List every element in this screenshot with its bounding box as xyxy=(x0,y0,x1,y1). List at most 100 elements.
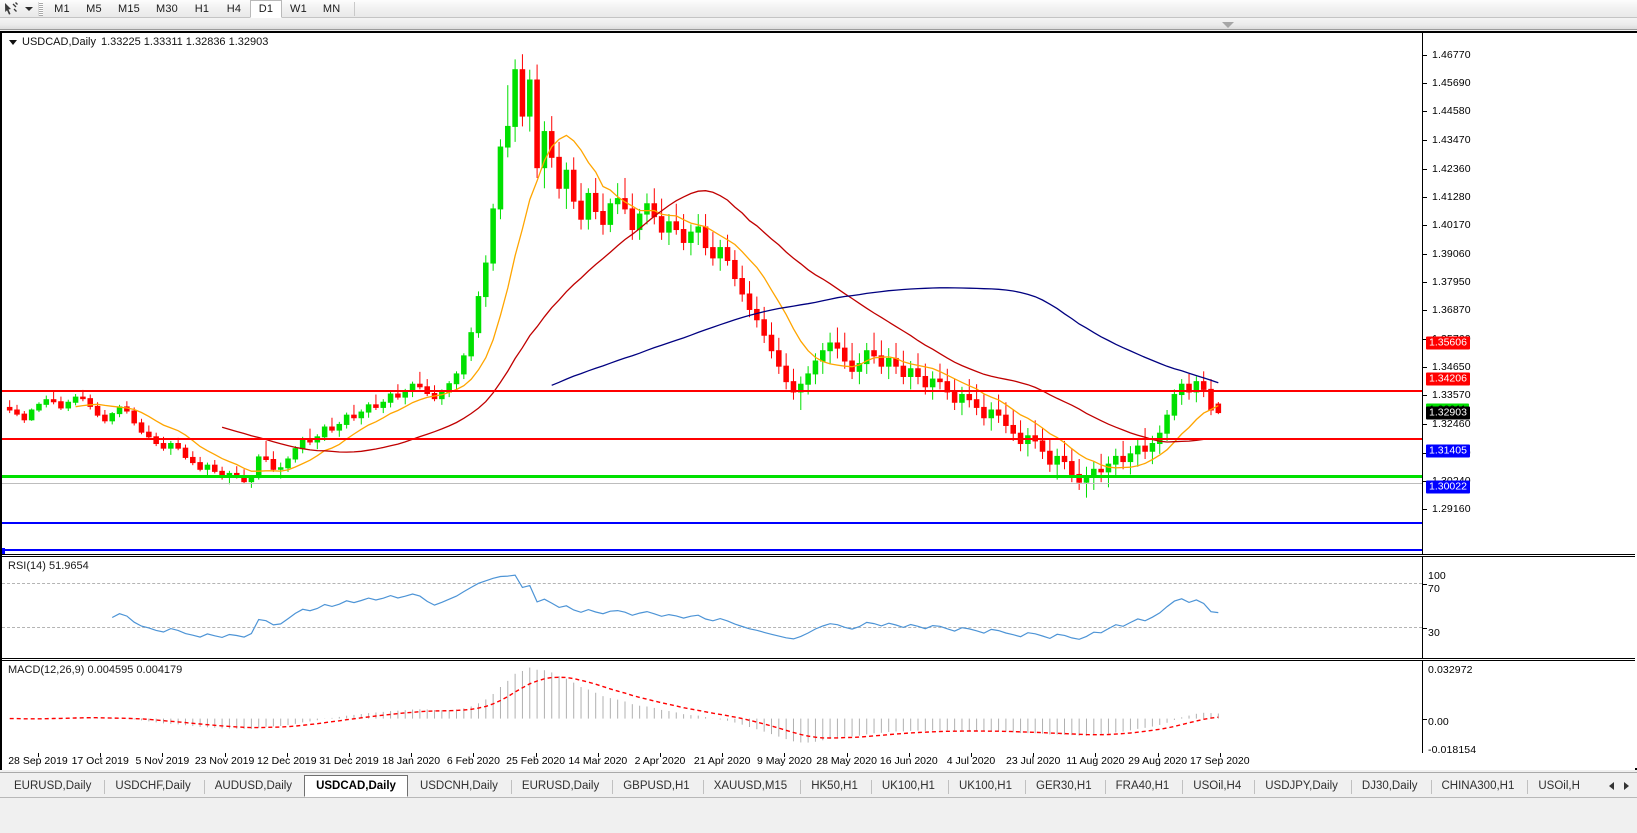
price-tick-label: 1.46770 xyxy=(1432,49,1471,61)
price-tick xyxy=(1423,140,1427,142)
symbol-tab-usdcad-daily[interactable]: USDCAD,Daily xyxy=(304,775,408,797)
timeframe-button-m1[interactable]: M1 xyxy=(54,2,70,15)
symbol-tab-eurusd-daily[interactable]: EURUSD,Daily xyxy=(510,775,611,797)
price-axis[interactable]: 1.46770 1.45690 1.44580 1.43470 1.42360 1.412… xyxy=(1422,33,1635,554)
timeframe-button-m30[interactable]: M30 xyxy=(156,2,178,15)
price-tick xyxy=(1423,310,1427,312)
price-level-label-1.34206[interactable]: 1.34206 xyxy=(1426,372,1470,386)
time-tick-label: 31 Dec 2019 xyxy=(319,755,379,767)
price-tick-label: 1.41280 xyxy=(1432,190,1471,203)
macd-label: MACD(12,26,9) 0.004595 0.004179 xyxy=(8,664,183,676)
macd-plot[interactable] xyxy=(2,661,1422,753)
rsi-level-30 xyxy=(2,627,1422,628)
macd-tick-label: -0.018154 xyxy=(1428,744,1477,753)
tabbar-scroll-controls[interactable] xyxy=(1603,775,1635,797)
price-tick xyxy=(1423,423,1427,425)
timeframe-button-mn[interactable]: MN xyxy=(322,2,341,15)
timeframe-group: M1 M5 M15 M30 H1 H4 D1 W1 MN xyxy=(46,0,348,18)
symbol-tab-usdchf-daily[interactable]: USDCHF,Daily xyxy=(103,775,202,797)
time-tick-label: 29 Aug 2020 xyxy=(1128,755,1188,767)
time-tick-label: 2 Apr 2020 xyxy=(634,755,686,767)
symbol-tab-xauusd-m15[interactable]: XAUUSD,M15 xyxy=(702,775,800,797)
hline-resistance-2[interactable] xyxy=(2,438,1422,440)
hline-handle[interactable] xyxy=(2,548,5,554)
rsi-pane[interactable]: RSI(14) 51.9654 10070300 xyxy=(2,556,1635,659)
price-tick-label: 1.42360 xyxy=(1432,162,1471,175)
symbol-tab-usoil-h4[interactable]: USOil,H4 xyxy=(1181,775,1253,797)
chevron-down-icon-scroll[interactable] xyxy=(1222,22,1234,28)
price-tick-label: 1.40170 xyxy=(1432,219,1471,232)
time-tick-label: 17 Sep 2020 xyxy=(1190,755,1250,767)
caret-down-icon[interactable] xyxy=(9,39,17,45)
time-tick xyxy=(846,753,848,757)
symbol-tab-uk100-h1[interactable]: UK100,H1 xyxy=(947,775,1024,797)
rsi-tick-label: 100 xyxy=(1428,570,1446,582)
price-plot[interactable] xyxy=(2,33,1422,554)
symbol-tabbar: EURUSD,Daily USDCHF,Daily AUDUSD,Daily USDC… xyxy=(0,772,1637,833)
price-level-label-1.35606[interactable]: 1.35606 xyxy=(1426,336,1470,350)
time-axis-pane: 28 Sep 2019 17 Oct 2019 5 Nov 2019 23 Nov 2… xyxy=(2,753,1635,770)
time-tick-label: 28 Sep 2019 xyxy=(8,755,68,767)
time-tick-label: 28 May 2020 xyxy=(816,755,877,767)
symbol-tab-dj30-daily[interactable]: DJ30,Daily xyxy=(1350,775,1430,797)
hline-last-price xyxy=(2,483,1422,484)
symbol-tab-uk100-h1[interactable]: UK100,H1 xyxy=(870,775,947,797)
candlestick-series xyxy=(6,54,1222,498)
price-tick xyxy=(1423,111,1427,113)
rsi-tick-label: 70 xyxy=(1428,583,1440,595)
hline-support-1[interactable] xyxy=(2,522,1422,524)
macd-axis: 0.032972 0.00 -0.018154 xyxy=(1422,661,1635,753)
rsi-tick-label: 30 xyxy=(1428,627,1440,639)
price-level-label-1.31405[interactable]: 1.31405 xyxy=(1426,444,1470,458)
price-level-label-1.30022[interactable]: 1.30022 xyxy=(1426,480,1470,494)
price-tick xyxy=(1423,225,1427,227)
symbol-tab-fra40-h1[interactable]: FRA40,H1 xyxy=(1104,775,1182,797)
symbol-tab-usdcnh-daily[interactable]: USDCNH,Daily xyxy=(419,780,498,792)
price-tick-label: 1.43470 xyxy=(1432,134,1471,147)
price-tick xyxy=(1423,282,1427,284)
price-tick xyxy=(1423,253,1427,255)
time-tick xyxy=(100,753,102,757)
symbol-tab-audusd-daily[interactable]: AUDUSD,Daily xyxy=(203,775,304,797)
rsi-plot[interactable] xyxy=(2,557,1422,658)
symbol-tab-gbpusd-h1[interactable]: GBPUSD,H1 xyxy=(611,775,701,797)
time-tick-label: 14 Mar 2020 xyxy=(568,755,628,767)
crosshair-cursor-icon[interactable] xyxy=(0,0,22,17)
time-tick xyxy=(535,753,537,757)
hline-resistance-1[interactable] xyxy=(2,390,1422,392)
timeframe-button-d1[interactable]: D1 xyxy=(250,0,282,18)
symbol-title: USDCAD,Daily xyxy=(22,36,96,48)
timeframe-button-h4[interactable]: H4 xyxy=(226,2,242,15)
time-tick-label: 6 Feb 2020 xyxy=(446,755,500,767)
price-tick-label: 1.37950 xyxy=(1432,276,1471,289)
time-tick xyxy=(1095,753,1097,757)
macd-zero-tick xyxy=(1423,719,1427,720)
symbol-tab-eurusd-daily[interactable]: EURUSD,Daily xyxy=(14,780,92,792)
time-tick xyxy=(597,753,599,757)
symbol-tab-china300-h1[interactable]: CHINA300,H1 xyxy=(1430,775,1527,797)
chart-area[interactable]: USDCAD,Daily 1.33225 1.33311 1.32836 1.3… xyxy=(0,31,1637,770)
chevron-down-icon[interactable] xyxy=(22,0,35,17)
toolbar-grip[interactable] xyxy=(36,1,43,17)
time-tick-label: 17 Oct 2019 xyxy=(71,755,129,767)
time-tick xyxy=(1219,753,1221,757)
price-level-label-1.32903[interactable]: 1.32903 xyxy=(1426,406,1470,419)
symbol-tab-usdjpy-daily[interactable]: USDJPY,Daily xyxy=(1253,775,1350,797)
scroll-left-icon[interactable] xyxy=(1609,782,1614,790)
timeframe-button-h1[interactable]: H1 xyxy=(194,2,210,15)
scroll-right-icon[interactable] xyxy=(1624,782,1629,790)
time-tick xyxy=(660,753,661,757)
time-tick xyxy=(971,753,972,757)
hline-pivot[interactable] xyxy=(2,475,1422,478)
timeframe-button-m15[interactable]: M15 xyxy=(118,2,140,15)
macd-pane[interactable]: MACD(12,26,9) 0.004595 0.004179 0.032972… xyxy=(2,660,1635,753)
hline-support-2[interactable] xyxy=(2,548,1422,554)
toolbar-secondary-strip xyxy=(0,18,1637,30)
symbol-tab-ger30-h1[interactable]: GER30,H1 xyxy=(1024,775,1104,797)
price-pane[interactable]: USDCAD,Daily 1.33225 1.33311 1.32836 1.3… xyxy=(2,33,1635,555)
timeframe-button-w1[interactable]: W1 xyxy=(290,2,307,15)
symbol-tab-usoil-h[interactable]: USOil,H xyxy=(1526,775,1592,797)
symbol-tab-hk50-h1[interactable]: HK50,H1 xyxy=(799,775,870,797)
price-tick xyxy=(1423,481,1427,483)
timeframe-button-m5[interactable]: M5 xyxy=(86,2,102,15)
